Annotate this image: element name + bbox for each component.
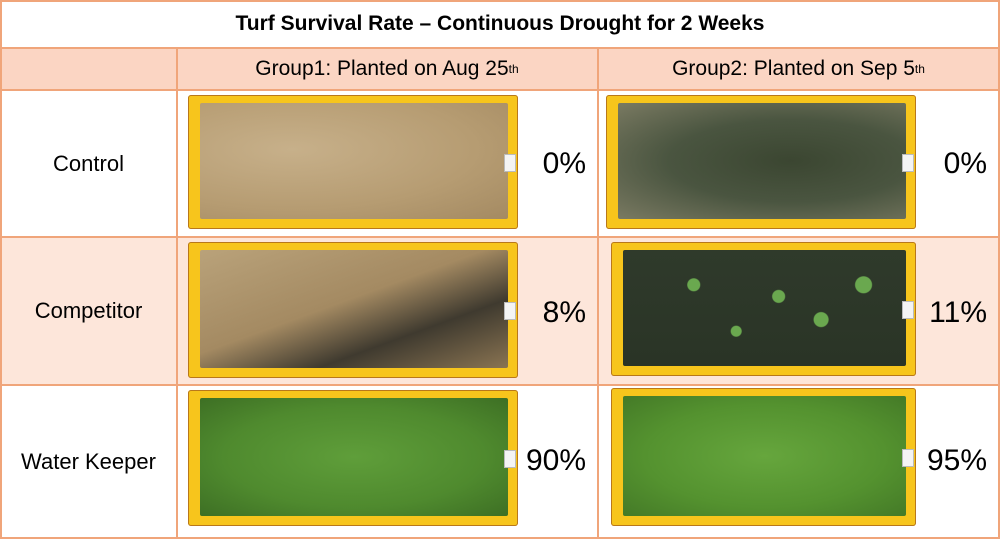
pct-control-group1: 0% [542,147,586,180]
group1-label: Group1: Planted on Aug 25 [255,57,509,80]
grid-line [0,89,1000,91]
grid-line [998,0,1000,539]
turf-sparse-image [623,250,906,366]
group1-suffix: th [508,62,519,76]
grid-line [0,47,1000,49]
turf-green-image [200,398,508,516]
tray-waterkeeper-group1 [188,390,518,526]
label-tag-icon [902,154,914,172]
grid-line [0,384,1000,386]
pct-competitor-group2: 11% [929,296,987,329]
tray-competitor-group1 [188,242,518,378]
grid-line [0,0,1000,2]
header-empty-cell [0,48,177,90]
group2-suffix: th [914,62,925,76]
pct-waterkeeper-group1: 90% [525,444,586,477]
pct-competitor-group1: 8% [542,296,586,329]
label-tag-icon [902,449,914,467]
row-label-competitor: Competitor [34,298,143,323]
turf-green-image [623,396,906,516]
tray-control-group1 [188,95,518,229]
grid-line [0,537,1000,539]
grid-line [0,0,2,539]
turf-dry-image [200,250,508,368]
pct-control-group2: 0% [943,147,987,180]
row-label-control: Control [53,150,124,176]
table-title: Turf Survival Rate – Continuous Drought … [235,12,765,35]
group2-label: Group2: Planted on Sep 5 [672,57,915,80]
grid-line [597,47,599,539]
turf-dry-image [200,103,508,219]
tray-control-group2 [606,95,916,229]
tray-waterkeeper-group2 [611,388,916,526]
label-tag-icon [504,154,516,172]
tray-competitor-group2 [611,242,916,376]
grid-line [176,47,178,539]
pct-waterkeeper-group2: 95% [926,444,987,477]
row-label-waterkeeper: Water Keeper [21,449,156,474]
turf-dark-image [618,103,906,219]
label-tag-icon [902,301,914,319]
grid-line [0,236,1000,238]
label-tag-icon [504,302,516,320]
label-tag-icon [504,450,516,468]
